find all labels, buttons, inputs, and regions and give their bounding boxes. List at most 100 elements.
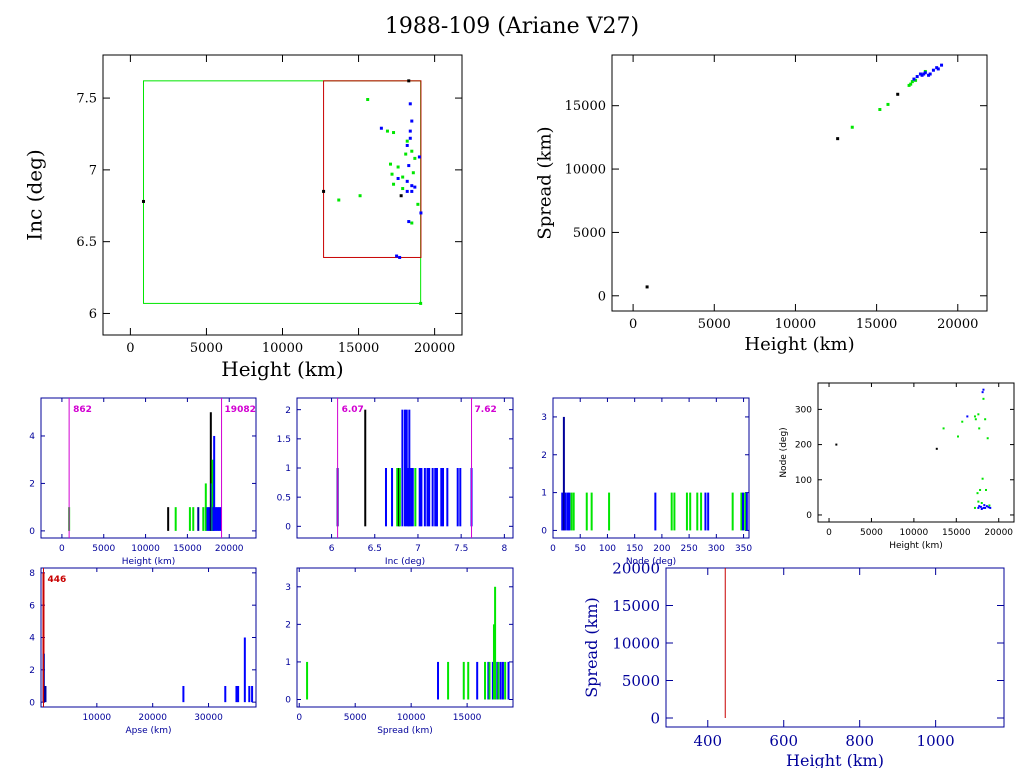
node-vs-height-frame [817, 382, 1015, 523]
spread-vs-height-plot-area [645, 63, 944, 289]
y-tick-label: 0 [598, 289, 606, 304]
y-tick-label: 8 [29, 569, 35, 579]
histogram-bar [306, 661, 309, 700]
histogram-bar [487, 661, 490, 700]
data-point [417, 155, 421, 159]
data-point [976, 492, 979, 495]
spread-vs-height-zoom-frame [665, 567, 1005, 728]
x-tick-label: 20000 [984, 528, 1013, 538]
x-tick-label: 6.5 [368, 544, 382, 554]
y-tick-label: 0 [285, 522, 291, 532]
data-point [358, 194, 362, 198]
x-tick-label: 0 [629, 317, 637, 332]
histogram-bar [494, 586, 497, 700]
histogram-bar [391, 468, 394, 527]
data-point [404, 152, 408, 156]
x-tick-label: 7 [415, 544, 421, 554]
histogram-bar [418, 468, 421, 527]
y-axis-label: Spread (km) [535, 126, 556, 239]
data-point [886, 102, 890, 106]
x-tick-label: 15000 [338, 341, 379, 356]
y-tick-label: 15000 [612, 597, 660, 615]
data-point [408, 102, 412, 106]
y-tick-label: 2 [285, 406, 291, 416]
data-point [935, 66, 939, 70]
histogram-bar [467, 661, 470, 700]
x-tick-label: 50 [574, 544, 586, 554]
histogram-bar [673, 492, 676, 531]
x-tick-label: 350 [735, 544, 752, 554]
y-tick-label: 1 [285, 658, 291, 668]
data-point [141, 199, 145, 203]
data-point [416, 202, 420, 206]
y-tick-label: 0 [285, 696, 291, 706]
data-point [982, 397, 985, 400]
y-tick-label: 6 [89, 307, 97, 322]
node-histogram-chart: 0 50 100 150 200 250 300 350 0 1 2 3 Node (deg) [541, 397, 752, 567]
data-point [977, 413, 980, 416]
y-tick-label: 0 [29, 527, 35, 537]
data-point [408, 129, 412, 133]
x-tick-label: 15000 [173, 544, 202, 554]
y-axis-label: Spread (km) [582, 597, 601, 698]
data-point [835, 443, 838, 446]
histogram-bar [704, 492, 707, 531]
apse-histogram-chart: 10000 20000 30000 0 2 4 6 8 Apse (km) 446 [29, 567, 257, 736]
y-tick-label: 4 [29, 634, 35, 644]
data-point [966, 415, 969, 418]
data-point [918, 72, 922, 76]
x-tick-label: 10000 [900, 528, 929, 538]
data-point [401, 175, 405, 179]
limit-label: 862 [73, 405, 92, 415]
histogram-bar [384, 468, 387, 527]
x-tick-label: 5000 [344, 713, 367, 723]
y-tick-label: 1.5 [277, 435, 291, 445]
histogram-bar [435, 468, 438, 527]
data-point [395, 254, 399, 258]
inc-vs-height-chart: 0 5000 10000 15000 20000 6 6.5 7 7.5 Height (km) I… [23, 54, 463, 381]
data-point [910, 80, 914, 84]
x-tick-label: 100 [599, 544, 616, 554]
data-point [961, 420, 964, 423]
data-point [980, 501, 983, 504]
page-title: 1988-109 (Ariane V27) [384, 14, 640, 39]
histogram-bar [364, 409, 367, 527]
data-point [379, 126, 383, 130]
histogram-bar [456, 468, 459, 527]
histogram-bar [564, 492, 567, 531]
data-point [878, 107, 882, 111]
histogram-bar [426, 468, 429, 527]
data-point [922, 72, 926, 76]
x-tick-label: 7.5 [454, 544, 468, 554]
data-point [909, 82, 913, 86]
histogram-bar [499, 661, 502, 700]
x-tick-label: 0 [296, 713, 302, 723]
limit-label: 7.62 [475, 405, 497, 415]
data-point [366, 98, 370, 102]
histogram-bar [434, 468, 437, 527]
histogram-bar [208, 507, 211, 531]
histogram-bar [585, 492, 588, 531]
x-axis-label: Height (km) [786, 751, 884, 768]
y-tick-label: 5000 [573, 226, 606, 241]
histogram-bar [496, 661, 499, 700]
data-point [979, 488, 982, 491]
y-tick-label: 100 [795, 476, 812, 486]
histogram-bar [745, 492, 748, 531]
data-point [980, 507, 983, 510]
x-axis-label: Height (km) [221, 357, 343, 381]
y-tick-label: 3 [541, 413, 547, 423]
histogram-bar [192, 507, 195, 531]
histogram-bar [654, 492, 657, 531]
histogram-bar [204, 483, 207, 531]
data-point [407, 79, 411, 83]
data-point [392, 131, 396, 135]
data-point [973, 506, 976, 509]
y-tick-label: 2 [29, 480, 35, 490]
data-point [977, 500, 980, 503]
data-point [987, 506, 990, 509]
histogram-bar [440, 468, 443, 527]
data-point [984, 506, 987, 509]
data-point [389, 162, 393, 166]
histogram-bar [44, 685, 47, 703]
